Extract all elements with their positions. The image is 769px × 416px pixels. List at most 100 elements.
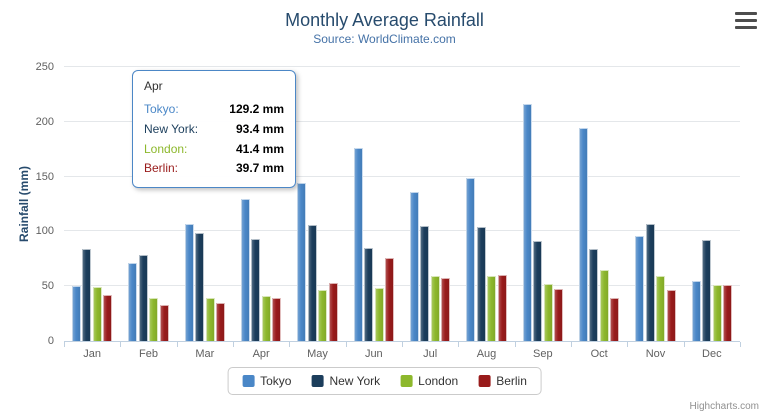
legend-label: New York	[329, 374, 381, 388]
x-axis-tick	[683, 342, 685, 347]
bar-tokyo-dec[interactable]	[691, 281, 701, 341]
tooltip-series-label: Tokyo:	[144, 102, 179, 116]
bar-tokyo-mar[interactable]	[184, 224, 194, 341]
x-axis-label: Jul	[423, 348, 438, 360]
x-axis-tick	[64, 342, 65, 347]
y-axis-label: 100	[35, 225, 54, 238]
bar-berlin-dec[interactable]	[723, 285, 733, 341]
bar-london-sep[interactable]	[543, 283, 553, 341]
bar-berlin-jul[interactable]	[441, 278, 451, 341]
legend-swatch-london-icon	[400, 375, 413, 387]
chart-title: Monthly Average Rainfall	[285, 10, 484, 30]
bar-new-york-aug[interactable]	[476, 226, 486, 341]
hamburger-line	[735, 19, 757, 22]
tooltip-series-label: London:	[144, 141, 188, 156]
bar-london-mar[interactable]	[205, 297, 215, 341]
credits-link[interactable]: Highcharts.com	[689, 401, 759, 412]
legend-item-tokyo[interactable]: Tokyo	[242, 374, 291, 388]
tooltip-row-new-york-: New York: 93.4 mm	[144, 120, 284, 140]
x-axis-tick	[740, 342, 741, 347]
x-axis-tick	[627, 342, 629, 347]
bar-tokyo-aug[interactable]	[466, 178, 476, 341]
x-axis-label: May	[307, 348, 328, 360]
bar-tokyo-apr[interactable]	[240, 199, 250, 341]
bar-berlin-nov[interactable]	[666, 289, 676, 341]
x-axis-tick	[514, 342, 516, 347]
bar-berlin-oct[interactable]	[610, 298, 620, 341]
x-axis-label: Oct	[590, 348, 608, 360]
tooltip-series-value: 129.2 mm	[229, 102, 284, 116]
bar-new-york-apr[interactable]	[251, 238, 261, 341]
tooltip-row-berlin-: Berlin: 39.7 mm	[144, 159, 284, 179]
bar-tokyo-sep[interactable]	[522, 103, 532, 341]
tooltip-row-london-: London: 41.4 mm	[144, 140, 284, 160]
legend-swatch-berlin-icon	[478, 375, 491, 387]
bar-tokyo-may[interactable]	[297, 183, 307, 341]
x-axis-tick	[176, 342, 178, 347]
bar-london-may[interactable]	[318, 289, 328, 341]
bar-new-york-mar[interactable]	[195, 233, 205, 341]
tooltip-series-label: New York:	[144, 121, 199, 136]
y-axis-label: 50	[41, 280, 54, 293]
bar-london-dec[interactable]	[712, 284, 722, 341]
x-axis-label: Feb	[139, 348, 158, 360]
tooltip-row-tokyo-: Tokyo: 129.2 mm	[144, 100, 284, 120]
bar-tokyo-jun[interactable]	[353, 148, 363, 341]
legend-swatch-tokyo-icon	[242, 375, 255, 387]
hamburger-line	[735, 12, 757, 15]
gridline	[64, 230, 740, 232]
x-axis-tick	[120, 342, 122, 347]
bar-berlin-aug[interactable]	[497, 274, 507, 341]
bar-new-york-sep[interactable]	[533, 241, 543, 341]
hamburger-menu-icon[interactable]	[735, 12, 757, 29]
bar-berlin-jan[interactable]	[103, 294, 113, 341]
bar-london-jun[interactable]	[374, 288, 384, 341]
x-axis-label: Sep	[533, 348, 553, 360]
bar-new-york-dec[interactable]	[702, 239, 712, 341]
tooltip-series-label: Berlin:	[144, 161, 179, 176]
y-axis-label: 0	[47, 335, 54, 347]
bar-berlin-apr[interactable]	[272, 297, 282, 341]
bar-tokyo-feb[interactable]	[128, 262, 138, 341]
bar-london-aug[interactable]	[487, 275, 497, 341]
bar-london-oct[interactable]	[599, 269, 609, 341]
x-axis-label: Jan	[83, 348, 102, 360]
bar-london-jan[interactable]	[92, 287, 102, 341]
bar-berlin-feb[interactable]	[159, 304, 169, 341]
bar-london-apr[interactable]	[261, 295, 271, 341]
legend-item-london[interactable]: London	[400, 374, 458, 388]
legend-item-berlin[interactable]: Berlin	[478, 374, 527, 388]
x-axis-label: Aug	[476, 348, 497, 360]
bar-new-york-may[interactable]	[307, 224, 317, 341]
bar-london-feb[interactable]	[149, 298, 159, 341]
bar-new-york-jan[interactable]	[82, 249, 92, 341]
bar-berlin-sep[interactable]	[554, 288, 564, 341]
bar-new-york-jun[interactable]	[364, 248, 374, 341]
gridline	[64, 66, 740, 67]
x-axis-label: Mar	[195, 348, 215, 360]
bar-new-york-feb[interactable]	[138, 254, 148, 341]
bar-new-york-jul[interactable]	[420, 225, 430, 341]
bar-new-york-nov[interactable]	[645, 224, 655, 341]
x-axis-tick	[233, 342, 234, 347]
x-axis-tick	[571, 342, 572, 347]
x-axis-label: Nov	[645, 348, 666, 360]
tooltip-series-value: 41.4 mm	[235, 141, 284, 156]
bar-berlin-mar[interactable]	[216, 303, 226, 341]
x-axis-tick	[345, 342, 347, 347]
bar-london-jul[interactable]	[430, 276, 440, 341]
legend-label: Berlin	[496, 374, 527, 388]
tooltip-rows: Tokyo: 129.2 mm New York: 93.4 mm London: 41.…	[144, 100, 284, 179]
bar-tokyo-nov[interactable]	[635, 236, 645, 341]
bar-tokyo-oct[interactable]	[578, 128, 588, 341]
legend-item-new-york[interactable]: New York	[311, 374, 380, 388]
bar-tokyo-jul[interactable]	[409, 192, 419, 341]
bar-berlin-may[interactable]	[328, 283, 338, 341]
bar-tokyo-jan[interactable]	[71, 286, 81, 341]
bar-new-york-oct[interactable]	[589, 249, 599, 341]
y-axis-label: 150	[35, 170, 54, 183]
bar-berlin-jun[interactable]	[385, 258, 395, 341]
bar-london-nov[interactable]	[656, 276, 666, 341]
chart-subtitle: Source: WorldClimate.com	[313, 32, 456, 46]
